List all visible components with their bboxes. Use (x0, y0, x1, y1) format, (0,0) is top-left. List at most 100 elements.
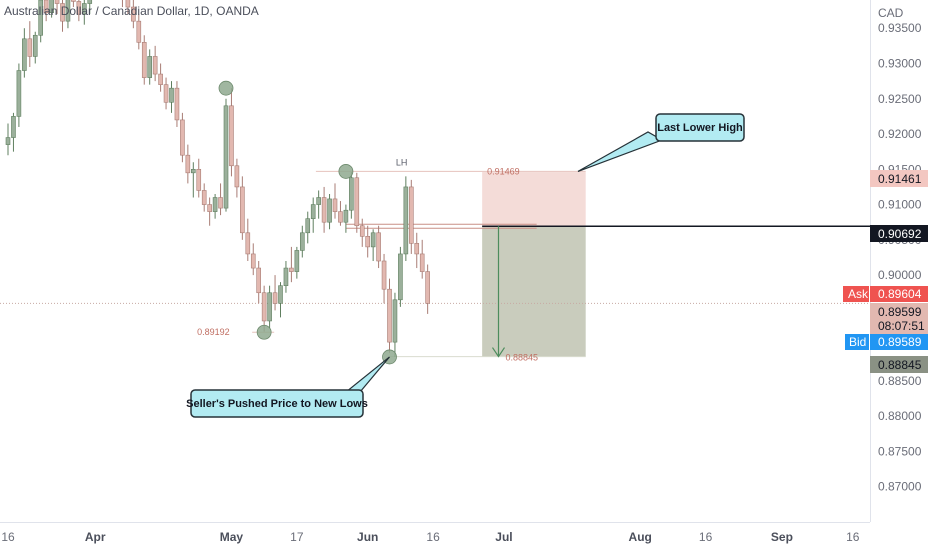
price-tick-label: 0.90000 (878, 268, 922, 282)
target-arrow-head[interactable] (492, 347, 505, 358)
candle (289, 246, 294, 283)
candle (196, 158, 202, 198)
candle-body (54, 0, 60, 4)
candle-body (278, 285, 283, 304)
candle (141, 35, 147, 85)
candle (223, 98, 229, 212)
take-profit-zone[interactable] (482, 226, 586, 357)
candle (234, 158, 240, 198)
candle-body (332, 198, 338, 212)
callout-new-lows[interactable]: Seller's Pushed Price to New Lows (186, 356, 390, 418)
candle-body (16, 70, 22, 117)
price-tick-label: 0.88500 (878, 374, 922, 388)
target-price-tag: 0.88845 (870, 356, 928, 373)
candle-body (321, 197, 327, 223)
candle (65, 0, 71, 29)
candle-body (158, 73, 163, 85)
candle (38, 0, 44, 43)
candle (283, 261, 289, 293)
ask-label: Ask (848, 287, 869, 301)
price-tick-label: 0.93500 (878, 21, 922, 35)
chart-annotations[interactable]: LH 0.91469 0.89192 0.88845 Last Lower High Se… (186, 113, 745, 418)
candle (381, 253, 387, 304)
candle (256, 261, 262, 304)
candle-body (5, 137, 11, 145)
candle (185, 144, 191, 184)
candle-body (261, 292, 267, 322)
candle (250, 243, 256, 276)
stop-price-tag: 0.91461 (870, 170, 928, 187)
candle-body (60, 3, 65, 22)
bid-price-tag: Bid 0.89589 (845, 334, 928, 350)
chart-title: Australian Dollar / Canadian Dollar, 1D,… (4, 4, 259, 18)
bid-label: Bid (849, 335, 866, 349)
candlestick-series (5, 0, 430, 357)
last-price-tag: 0.89599 08:07:51 (870, 303, 928, 334)
currency-label: CAD (878, 6, 904, 20)
time-axis[interactable]: 16 Apr May 17 Jun 16 Jul Aug 16 Sep 16 (1, 530, 859, 544)
time-tick-label: 16 (699, 530, 713, 544)
time-tick-label: 16 (846, 530, 860, 544)
candle-body (32, 34, 38, 57)
pivot-marker-2[interactable] (256, 324, 272, 340)
candle (398, 246, 403, 307)
entry-price-tag-text: 0.90692 (878, 227, 922, 241)
lh-price-label[interactable]: 0.91469 (487, 166, 520, 176)
lh-label[interactable]: LH (396, 157, 408, 167)
time-tick-label: Jul (495, 530, 512, 544)
candle-body (398, 253, 403, 301)
candle (359, 218, 365, 247)
price-tick-label: 0.92000 (878, 127, 922, 141)
candle-body (294, 250, 300, 272)
candle (87, 0, 93, 15)
pivot-marker-3[interactable] (338, 164, 354, 179)
candle-body (141, 42, 147, 78)
target-price-label[interactable]: 0.88845 (506, 353, 539, 363)
candle-body (370, 232, 376, 248)
bid-value: 0.89589 (878, 335, 922, 349)
candle (365, 225, 371, 258)
low-price-label[interactable]: 0.89192 (197, 327, 230, 337)
candle-body (191, 168, 196, 174)
candle-body (223, 105, 229, 209)
candle (201, 183, 207, 212)
stop-loss-zone[interactable] (482, 172, 586, 227)
price-tick-label: 0.87000 (878, 480, 922, 494)
candle-body (71, 0, 76, 2)
position-tool-zones[interactable] (482, 172, 870, 357)
candle (321, 186, 327, 233)
candle-body (256, 267, 262, 294)
candle (387, 278, 392, 353)
candle (305, 211, 311, 244)
candle-body (408, 186, 414, 244)
candle (349, 172, 354, 219)
candle (419, 239, 425, 279)
time-tick-label: 16 (426, 530, 440, 544)
candle-body (327, 198, 332, 223)
candle (131, 0, 136, 29)
candle-body (22, 38, 27, 71)
candle (158, 63, 163, 92)
candle-body (180, 119, 185, 156)
callout-last-lower-high[interactable]: Last Lower High (577, 113, 745, 172)
candle (343, 204, 349, 233)
candle-body (354, 177, 360, 227)
candle-body (201, 190, 207, 205)
candle (22, 28, 27, 78)
candle (354, 172, 360, 233)
time-tick-label: Apr (85, 530, 106, 544)
candle-body (365, 236, 371, 248)
pivot-marker-1[interactable] (218, 80, 234, 96)
countdown-timer: 08:07:51 (878, 319, 925, 333)
candle (299, 225, 305, 258)
candle-body (349, 177, 354, 211)
price-tick-label: 0.92500 (878, 92, 922, 106)
time-tick-label: Aug (629, 530, 652, 544)
candle-body (381, 260, 387, 290)
time-tick-label: Sep (771, 530, 793, 544)
candle-body (65, 0, 71, 22)
candle (5, 123, 11, 156)
candle (207, 197, 212, 226)
